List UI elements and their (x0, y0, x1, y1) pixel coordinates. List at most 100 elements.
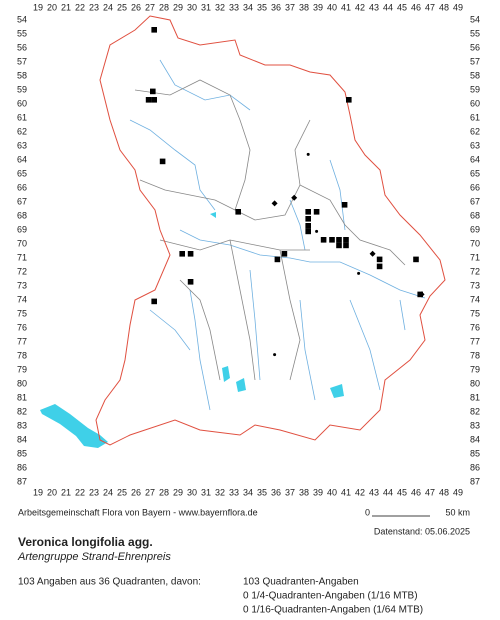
column-label: 35 (257, 487, 267, 497)
row-label: 64 (17, 154, 27, 164)
column-label: 21 (61, 2, 71, 12)
subquadrant-marker (418, 291, 425, 298)
count: 0 1/4-Quadranten-Angaben (1/16 MTB) (243, 591, 418, 602)
quadrant-marker (343, 237, 349, 243)
quadrant-marker (336, 242, 342, 249)
column-label: 26 (131, 2, 141, 12)
quadrant-marker (305, 223, 311, 229)
summary: 103 Angaben aus 36 Quadranten, davon: (18, 577, 201, 588)
column-label: 39 (313, 2, 323, 12)
row-label: 77 (17, 336, 27, 346)
column-label: 22 (75, 487, 85, 497)
row-label: 59 (17, 84, 27, 94)
row-label: 63 (17, 140, 27, 150)
column-label: 22 (75, 2, 85, 12)
subquadrant-marker (369, 250, 376, 257)
column-label: 19 (33, 487, 43, 497)
quadrant-marker (281, 251, 288, 257)
row-label: 71 (17, 252, 27, 262)
row-label: 67 (17, 196, 27, 206)
row-label: 57 (470, 56, 480, 66)
row-label: 83 (17, 420, 27, 430)
column-label: 42 (355, 2, 365, 12)
subquadrant-marker (291, 194, 298, 201)
row-label: 61 (470, 112, 480, 122)
scale-end: 50 km (445, 507, 470, 517)
column-label: 48 (439, 487, 449, 497)
column-label: 27 (145, 2, 155, 12)
column-label: 29 (173, 487, 183, 497)
row-label: 64 (470, 154, 480, 164)
column-label: 29 (173, 2, 183, 12)
column-label: 23 (89, 2, 99, 12)
column-label: 49 (453, 2, 463, 12)
markers-layer (145, 27, 425, 357)
row-label: 55 (470, 28, 480, 38)
row-label: 75 (17, 308, 27, 318)
row-label: 65 (17, 168, 27, 178)
row-label: 82 (470, 406, 480, 416)
row-label: 71 (470, 252, 480, 262)
point-marker (273, 353, 277, 357)
column-label: 24 (103, 487, 113, 497)
count: 0 1/16-Quadranten-Angaben (1/64 MTB) (243, 605, 423, 616)
column-label: 26 (131, 487, 141, 497)
row-label: 62 (17, 126, 27, 136)
row-label: 60 (17, 98, 27, 108)
row-label: 61 (17, 112, 27, 122)
row-label: 73 (17, 280, 27, 290)
column-label: 21 (61, 487, 71, 497)
scale-start: 0 (365, 507, 370, 517)
row-label: 76 (17, 322, 27, 332)
column-label: 23 (89, 487, 99, 497)
column-label: 30 (187, 487, 197, 497)
column-label: 19 (33, 2, 43, 12)
row-label: 56 (17, 42, 27, 52)
column-label: 42 (355, 487, 365, 497)
row-label: 74 (17, 294, 27, 304)
row-label: 75 (470, 308, 480, 318)
column-label: 27 (145, 487, 155, 497)
row-label: 81 (470, 392, 480, 402)
column-label: 33 (229, 2, 239, 12)
row-label: 86 (470, 462, 480, 472)
column-label: 48 (439, 2, 449, 12)
quadrant-marker (151, 298, 157, 305)
row-label: 84 (17, 434, 27, 444)
column-label: 46 (411, 487, 421, 497)
row-label: 80 (470, 378, 480, 388)
quadrant-marker (305, 228, 311, 235)
quadrant-marker (376, 256, 383, 263)
column-label: 37 (285, 487, 295, 497)
species: Veronica longifolia agg. (18, 535, 153, 549)
row-label: 78 (17, 350, 27, 360)
date: Datenstand: 05.06.2025 (374, 526, 470, 536)
column-label: 36 (271, 2, 281, 12)
row-label: 70 (470, 238, 480, 248)
quadrant-marker (336, 237, 342, 243)
row-label: 56 (470, 42, 480, 52)
column-label: 43 (369, 2, 379, 12)
column-label: 45 (397, 2, 407, 12)
quadrant-marker (305, 216, 311, 222)
quadrant-marker (151, 27, 157, 33)
column-label: 33 (229, 487, 239, 497)
row-label: 68 (470, 210, 480, 220)
column-label: 44 (383, 487, 393, 497)
column-label: 25 (117, 2, 127, 12)
quadrant-marker (320, 237, 327, 243)
row-label: 58 (470, 70, 480, 80)
rivers (129, 59, 426, 411)
column-label: 45 (397, 487, 407, 497)
column-label: 38 (299, 2, 309, 12)
row-label: 69 (470, 224, 480, 234)
column-label: 46 (411, 2, 421, 12)
point-marker (315, 229, 319, 233)
row-label: 77 (470, 336, 480, 346)
row-label: 67 (470, 196, 480, 206)
column-label: 43 (369, 487, 379, 497)
row-label: 66 (470, 182, 480, 192)
row-label: 83 (470, 420, 480, 430)
column-label: 47 (425, 487, 435, 497)
